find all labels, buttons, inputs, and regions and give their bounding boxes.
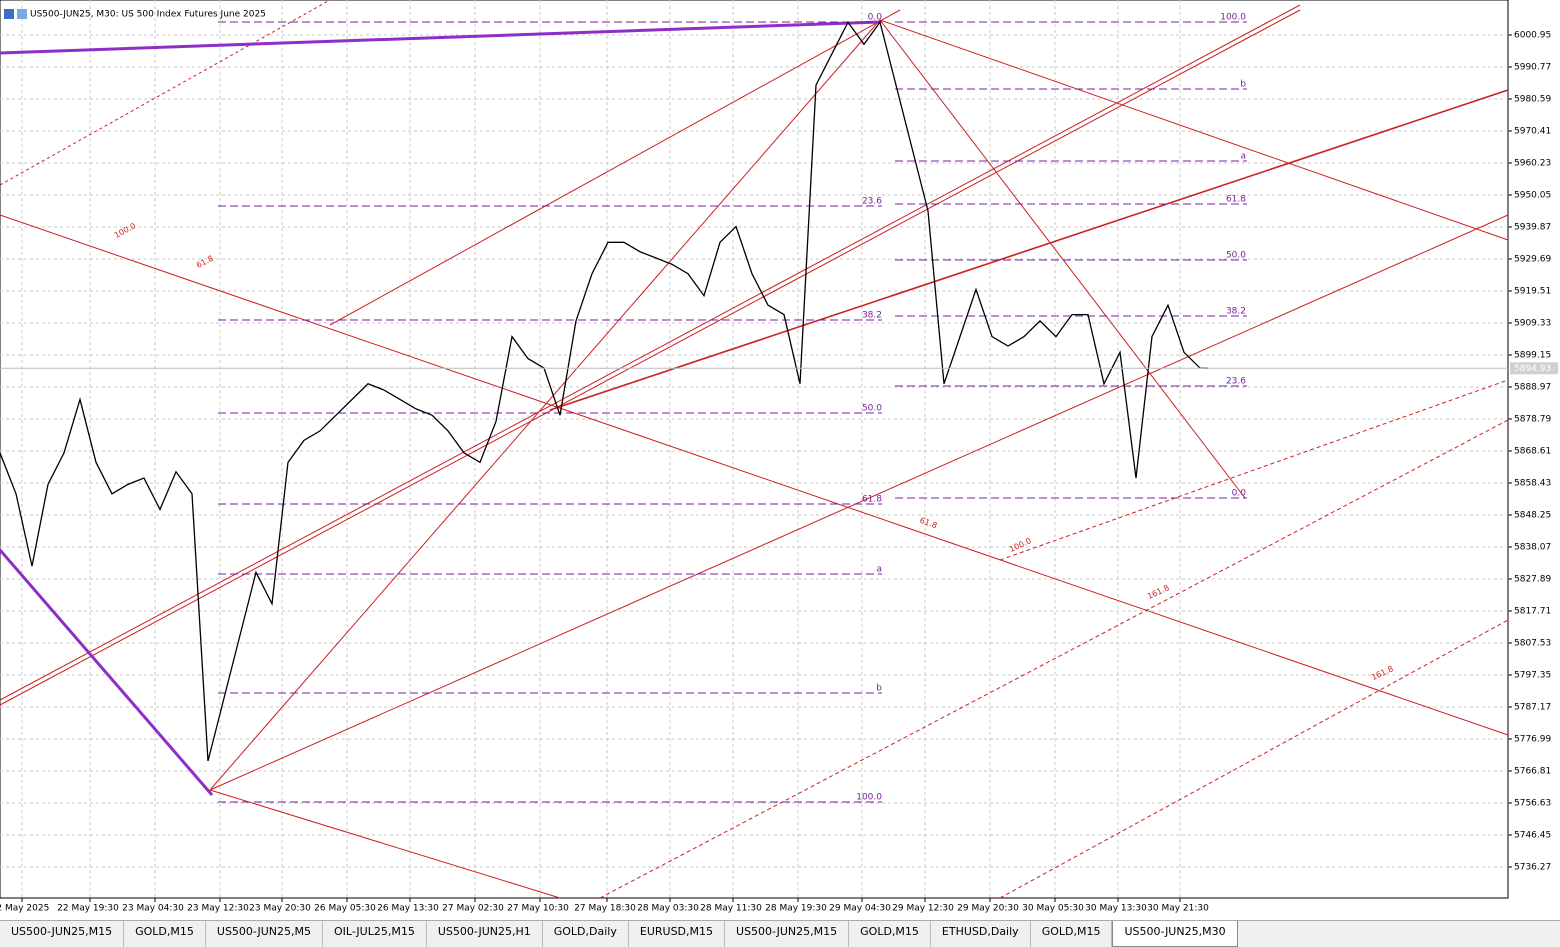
x-tick-label: 28 May 19:30: [765, 904, 827, 914]
purple-trendlines: [0, 20, 881, 796]
chart-tab[interactable]: OIL-JUL25,M15: [323, 921, 427, 947]
icon: [4, 9, 14, 19]
y-tick-label: 5929.69: [1514, 254, 1551, 264]
x-tick-label: 29 May 20:30: [957, 904, 1019, 914]
x-tick-label: 23 May 20:30: [249, 904, 311, 914]
fib-levels: [218, 21, 1247, 803]
chart-tab[interactable]: GOLD,M15: [1031, 921, 1113, 947]
x-tick-label: 27 May 02:30: [442, 904, 504, 914]
chart-tab[interactable]: EURUSD,M15: [629, 921, 726, 947]
x-tick-label: 27 May 10:30: [507, 904, 569, 914]
x-tick-label: 26 May 13:30: [377, 904, 439, 914]
x-tick-label: 28 May 11:30: [700, 904, 762, 914]
y-tick-label: 6000.95: [1514, 30, 1551, 40]
y-tick-label: 5899.15: [1514, 350, 1551, 360]
fib-label: 0.0: [868, 13, 883, 23]
y-tick-label: 5909.33: [1514, 318, 1551, 328]
last-price-label: 5894.93: [1514, 364, 1551, 374]
x-tick-label: 27 May 18:30: [574, 904, 636, 914]
fib-label: b: [1240, 80, 1246, 90]
y-tick-label: 5878.79: [1514, 414, 1551, 424]
fib-label: a: [1240, 152, 1246, 162]
last-price-box: [1510, 362, 1558, 375]
y-tick-label: 5990.77: [1514, 62, 1551, 72]
chart: US500-JUN25, M30: US 500 Index Futures J…: [0, 0, 1558, 914]
icon: [17, 9, 27, 19]
fib-label: b: [876, 684, 882, 694]
y-tick-label: 5970.41: [1514, 126, 1551, 136]
x-tick-label: 22 May 2025: [0, 904, 49, 914]
y-tick-label: 5776.99: [1514, 735, 1551, 745]
y-tick-label: 5797.35: [1514, 671, 1551, 681]
chart-tab[interactable]: US500-JUN25,M30: [1112, 921, 1238, 947]
y-tick-label: 5766.81: [1514, 767, 1551, 777]
y-tick-label: 5746.45: [1514, 831, 1551, 841]
chart-tab[interactable]: ETHUSD,Daily: [931, 921, 1031, 947]
y-tick-label: 5807.53: [1514, 639, 1551, 649]
fib-label: 61.8: [862, 495, 882, 505]
fib-label: a: [876, 565, 882, 575]
chart-tab[interactable]: US500-JUN25,M15: [725, 921, 850, 947]
chart-tab[interactable]: GOLD,M15: [849, 921, 931, 947]
y-tick-label: 5960.23: [1514, 158, 1551, 168]
y-tick-label: 5980.59: [1514, 94, 1551, 104]
y-tick-label: 5939.87: [1514, 222, 1551, 232]
x-tick-label: 26 May 05:30: [314, 904, 376, 914]
tab-bar: US500-JUN25,M15 GOLD,M15 US500-JUN25,M5 OIL…: [0, 920, 1560, 947]
fib-label: 100.0: [1220, 13, 1246, 23]
y-tick-label: 5848.25: [1514, 510, 1551, 520]
y-tick-label: 5868.61: [1514, 446, 1551, 456]
price-line: [0, 20, 1209, 762]
x-tick-label: 30 May 05:30: [1022, 904, 1084, 914]
fib-label: 38.2: [1226, 307, 1246, 317]
fib-label: 0.0: [1232, 489, 1247, 499]
x-tick-label: 23 May 12:30: [187, 904, 249, 914]
x-tick-label: 23 May 04:30: [122, 904, 184, 914]
fib-label: 23.6: [862, 197, 882, 207]
x-tick-label: 22 May 19:30: [57, 904, 119, 914]
trendlines: [0, 0, 1509, 899]
y-tick-label: 5950.05: [1514, 190, 1551, 200]
y-tick-label: 5817.71: [1514, 606, 1551, 616]
y-tick-label: 5736.27: [1514, 863, 1551, 873]
fib-label: 38.2: [862, 311, 882, 321]
fib-label: 50.0: [862, 404, 882, 414]
x-tick-label: 29 May 04:30: [829, 904, 891, 914]
y-tick-label: 5838.07: [1514, 542, 1551, 552]
x-tick-label: 29 May 12:30: [892, 904, 954, 914]
chart-tab[interactable]: US500-JUN25,M5: [206, 921, 324, 947]
fib-label: 23.6: [1226, 377, 1246, 387]
y-tick-label: 5827.89: [1514, 574, 1551, 584]
price-series: [0, 20, 1209, 762]
y-tick-label: 5756.63: [1514, 799, 1551, 809]
window-title: US500-JUN25, M30: US 500 Index Futures J…: [30, 10, 266, 20]
chart-tab[interactable]: GOLD,Daily: [543, 921, 629, 947]
chart-tab[interactable]: GOLD,M15: [124, 921, 206, 947]
x-tick-label: 30 May 13:30: [1085, 904, 1147, 914]
chart-tab[interactable]: US500-JUN25,H1: [427, 921, 543, 947]
grid: [0, 0, 1508, 898]
y-tick-label: 5888.97: [1514, 382, 1551, 392]
fib-label: 50.0: [1226, 251, 1246, 261]
x-tick-label: 30 May 21:30: [1147, 904, 1209, 914]
chart-tab[interactable]: US500-JUN25,M15: [0, 921, 125, 947]
y-tick-label: 5858.43: [1514, 478, 1551, 488]
x-tick-label: 28 May 03:30: [637, 904, 699, 914]
y-tick-label: 5919.51: [1514, 286, 1551, 296]
fib-label: 100.0: [856, 793, 882, 803]
fib-label: 61.8: [1226, 195, 1246, 205]
y-tick-label: 5787.17: [1514, 703, 1551, 713]
plot-frame: [0, 0, 1509, 899]
